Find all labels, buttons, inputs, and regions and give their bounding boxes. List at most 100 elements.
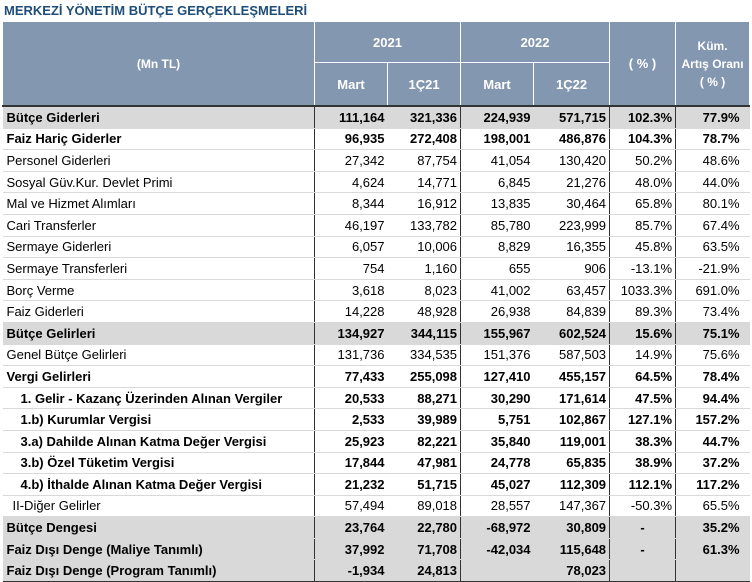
cell-q1-2021: 14,771: [387, 171, 462, 194]
cell-mart-2022: 8,829: [460, 236, 534, 259]
table-row: Faiz Hariç Giderler 96,935 272,408 198,001 4…: [2, 128, 750, 151]
table-title: MERKEZİ YÖNETİM BÜTÇE GERÇEKLEŞMELERİ: [4, 3, 308, 18]
cell-mart-2022: 41,002: [460, 279, 534, 302]
cell-q1-2021: 47,981: [387, 452, 462, 475]
cell-q1-2021: 334,535: [387, 344, 462, 367]
cell-pct-change: 38.3%: [609, 430, 677, 453]
table-row: Bütçe Giderleri 111,164 321,336 224,939 571,…: [2, 104, 750, 129]
table-row: II-Diğer Gelirler 57,494 89,018 28,557 147,3…: [2, 495, 750, 518]
cell-mart-2021: 131,736: [314, 344, 388, 367]
table-row: Sosyal Güv.Kur. Devlet Primi 4,624 14,771 6…: [2, 171, 750, 194]
cell-q1-2021: 16,912: [387, 192, 462, 215]
cum-line-1: Küm.: [697, 38, 728, 53]
cell-mart-2021: 4,624: [314, 171, 388, 194]
cell-q1-2022: 906: [533, 257, 611, 280]
cell-mart-2022: [460, 559, 534, 582]
header-row-periods: Mart 1Ç21 Mart 1Ç22: [3, 62, 750, 107]
table-row: Personel Giderleri 27,342 87,754 41,054 130,…: [2, 149, 750, 172]
cell-pct-change: 45.8%: [609, 236, 677, 259]
cell-mart-2021: 57,494: [314, 495, 388, 518]
cum-line-3: ( % ): [699, 74, 726, 89]
cell-cumulative-growth: 77.9%: [675, 104, 750, 129]
cell-q1-2021: 51,715: [387, 473, 462, 496]
cell-pct-change: 89.3%: [609, 300, 677, 323]
cell-cumulative-growth: 75.1%: [675, 322, 750, 345]
cell-q1-2021: 255,098: [387, 365, 462, 388]
cell-mart-2021: 23,764: [314, 516, 388, 539]
cell-mart-2022: 655: [460, 257, 534, 280]
cell-cumulative-growth: 78.4%: [675, 365, 750, 388]
row-label: Bütçe Giderleri: [2, 104, 315, 129]
row-label: Bütçe Dengesi: [2, 516, 315, 539]
cell-pct-change: -: [609, 538, 677, 561]
cell-cumulative-growth: 35.2%: [675, 516, 750, 539]
cell-pct-change: 1033.3%: [609, 279, 677, 302]
cell-q1-2022: 486,876: [533, 128, 611, 151]
cell-mart-2021: 21,232: [314, 473, 388, 496]
cell-q1-2021: 71,708: [387, 538, 462, 561]
cell-q1-2021: 82,221: [387, 430, 462, 453]
cell-mart-2021: -1,934: [314, 559, 388, 582]
cell-mart-2021: 37,992: [314, 538, 388, 561]
cell-q1-2021: 39,989: [387, 408, 462, 431]
row-label: Mal ve Hizmet Alımları: [2, 192, 315, 215]
cell-q1-2022: 587,503: [533, 344, 611, 367]
table-row: 1.b) Kurumlar Vergisi 2,533 39,989 5,751 102…: [2, 408, 750, 431]
cell-mart-2021: 27,342: [314, 149, 388, 172]
cell-pct-change: 65.8%: [609, 192, 677, 215]
row-label: Faiz Giderleri: [2, 300, 315, 323]
budget-table: (Mn TL) 2021 2022 ( % ) Küm. Artış Oranı…: [2, 21, 751, 582]
table-row: Bütçe Dengesi 23,764 22,780 -68,972 30,809-3…: [2, 516, 750, 539]
table-row: 3.a) Dahilde Alınan Katma Değer Vergisi 2…: [2, 430, 750, 453]
table-row: 4.b) İthalde Alınan Katma Değer Vergisi 2…: [2, 473, 750, 496]
cell-q1-2022: 63,457: [533, 279, 611, 302]
cell-mart-2021: 17,844: [314, 452, 388, 475]
cell-pct-change: [609, 559, 677, 582]
row-label: Sosyal Güv.Kur. Devlet Primi: [2, 171, 315, 194]
cell-mart-2022: 5,751: [460, 408, 534, 431]
cell-mart-2022: 24,778: [460, 452, 534, 475]
cell-mart-2022: 28,557: [460, 495, 534, 518]
cell-cumulative-growth: 63.5%: [675, 236, 750, 259]
year-2022-header: 2022: [460, 21, 611, 63]
cell-pct-change: 15.6%: [609, 322, 677, 345]
cell-cumulative-growth: 157.2%: [675, 408, 750, 431]
cell-mart-2022: 224,939: [460, 104, 534, 129]
cell-q1-2022: 16,355: [533, 236, 611, 259]
row-label: II-Diğer Gelirler: [2, 495, 315, 518]
row-label: 3.b) Özel Tüketim Vergisi: [2, 452, 315, 475]
cell-cumulative-growth: 691.0%: [675, 279, 750, 302]
cell-q1-2021: 24,813: [387, 559, 462, 582]
table-row: Faiz Dışı Denge (Program Tanımlı) -1,934 2…: [2, 559, 750, 582]
cum-line-2: Artış Oranı: [681, 56, 744, 71]
cell-q1-2021: 133,782: [387, 214, 462, 237]
cell-pct-change: 50.2%: [609, 149, 677, 172]
cell-cumulative-growth: 44.7%: [675, 430, 750, 453]
row-label: Faiz Dışı Denge (Maliye Tanımlı): [2, 538, 315, 561]
table-row: Bütçe Gelirleri 134,927 344,115 155,967 602,…: [2, 322, 750, 345]
cell-mart-2021: 8,344: [314, 192, 388, 215]
cell-cumulative-growth: 117.2%: [675, 473, 750, 496]
cell-pct-change: 64.5%: [609, 365, 677, 388]
cell-cumulative-growth: 65.5%: [675, 495, 750, 518]
cell-mart-2021: 134,927: [314, 322, 388, 345]
cell-mart-2021: 6,057: [314, 236, 388, 259]
row-label: Cari Transferler: [2, 214, 315, 237]
table-row: Sermaye Transferleri 754 1,160 655 906 -13.1%…: [2, 257, 750, 280]
row-label: Personel Giderleri: [2, 149, 315, 172]
q1-2022-header: 1Ç22: [533, 62, 611, 107]
cell-mart-2022: 155,967: [460, 322, 534, 345]
cell-mart-2021: 14,228: [314, 300, 388, 323]
cell-mart-2021: 96,935: [314, 128, 388, 151]
cell-q1-2022: 65,835: [533, 452, 611, 475]
cell-mart-2022: 85,780: [460, 214, 534, 237]
cell-q1-2022: 223,999: [533, 214, 611, 237]
cell-pct-change: 47.5%: [609, 387, 677, 410]
cell-mart-2021: 2,533: [314, 408, 388, 431]
cell-cumulative-growth: 78.7%: [675, 128, 750, 151]
q1-2021-header: 1Ç21: [386, 62, 462, 107]
cell-q1-2021: 1,160: [387, 257, 462, 280]
row-label: 4.b) İthalde Alınan Katma Değer Vergisi: [2, 473, 315, 496]
cell-q1-2021: 344,115: [387, 322, 462, 345]
cell-cumulative-growth: 37.2%: [675, 452, 750, 475]
